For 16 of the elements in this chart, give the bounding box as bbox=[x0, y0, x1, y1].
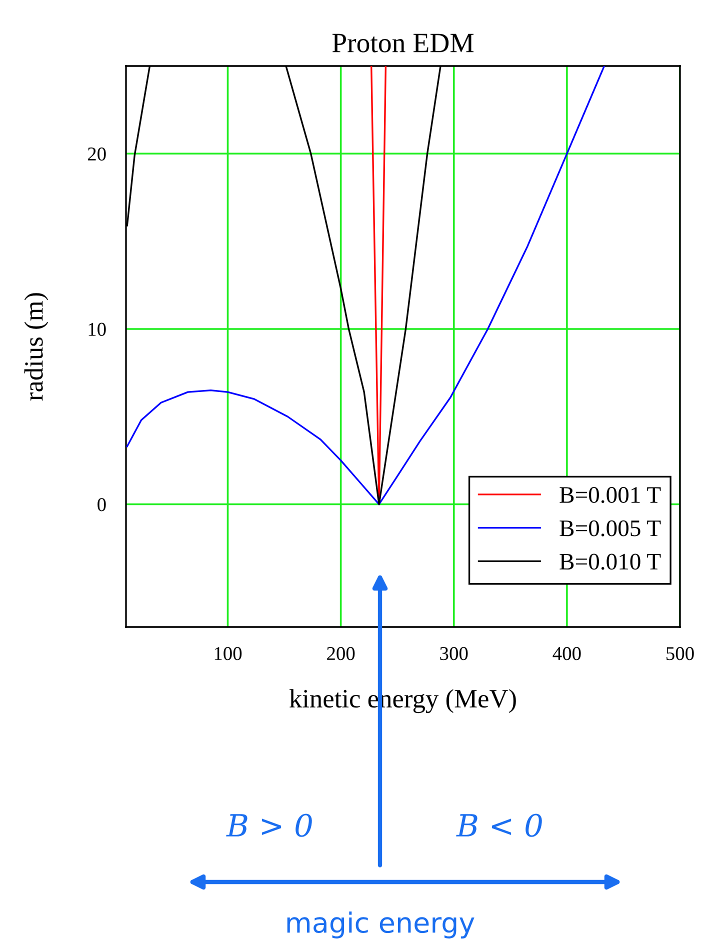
legend-label: B=0.010 T bbox=[560, 554, 661, 570]
legend-label: B=0.001 T bbox=[560, 487, 661, 504]
y-axis-title: radius (m) bbox=[24, 293, 48, 401]
x-tick-label: 400 bbox=[552, 647, 581, 660]
text: B > 0 bbox=[226, 814, 312, 837]
x-tick-label: 100 bbox=[214, 647, 242, 660]
y-tick-label: 10 bbox=[88, 322, 106, 336]
x-tick-label: 200 bbox=[327, 647, 355, 660]
text: magic energy bbox=[287, 912, 474, 938]
legend-label: B=0.005 T bbox=[560, 520, 661, 536]
text: B < 0 bbox=[456, 814, 542, 837]
y-tick-label: 20 bbox=[88, 147, 106, 161]
y-tick-label: 0 bbox=[98, 498, 106, 512]
x-tick-label: 500 bbox=[666, 647, 694, 660]
x-tick-label: 300 bbox=[440, 647, 468, 660]
chart-title: Proton EDM bbox=[332, 34, 474, 52]
